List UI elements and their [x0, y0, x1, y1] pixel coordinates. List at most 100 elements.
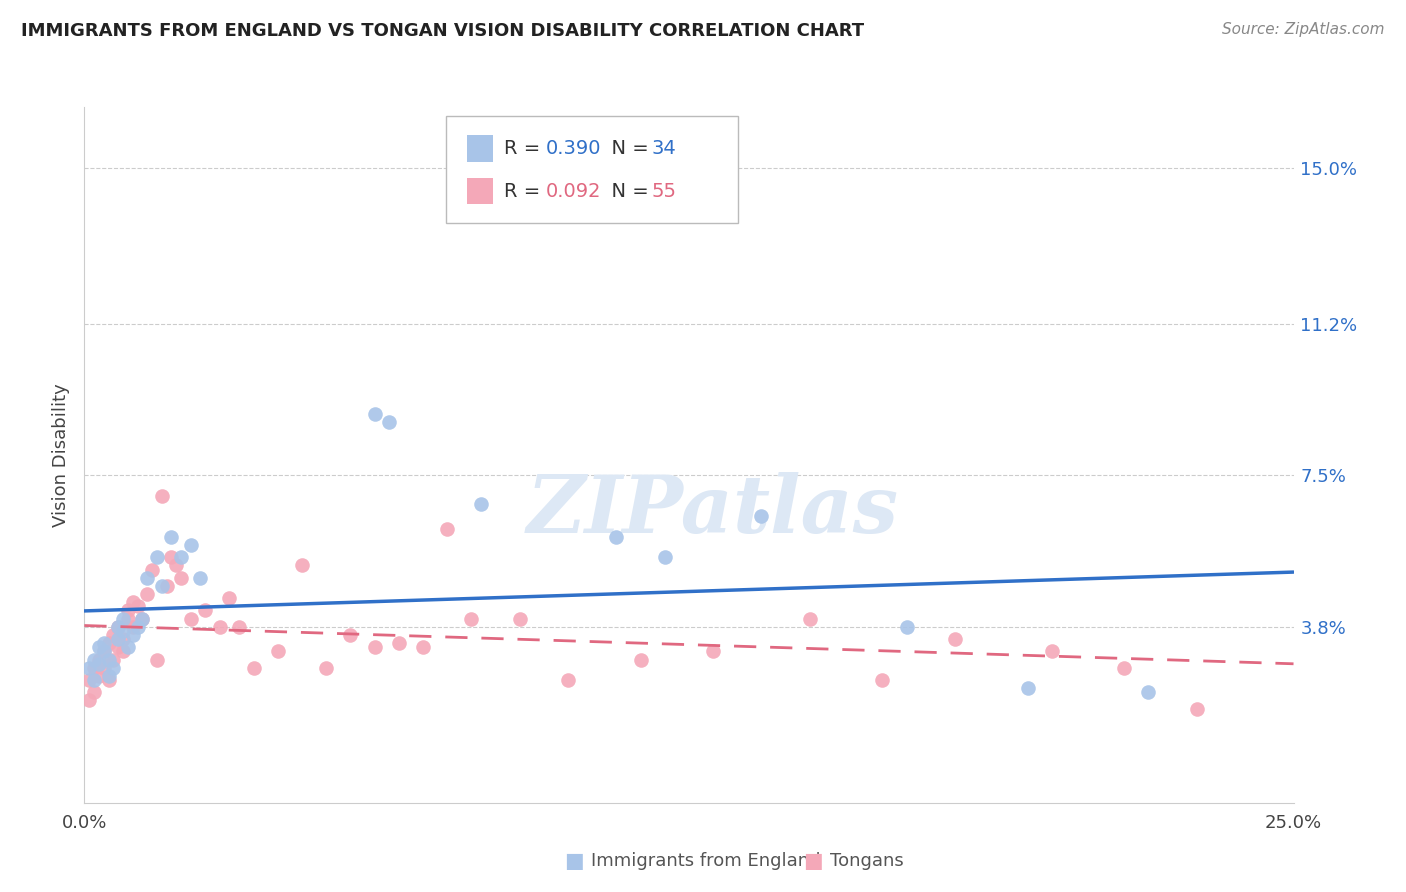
Point [87, 652, 110, 666]
Point [112, 644, 135, 658]
Point [363, 640, 385, 655]
Point [141, 562, 163, 576]
Point [291, 558, 314, 573]
Y-axis label: Vision Disability: Vision Disability [52, 383, 70, 527]
Point [896, 620, 918, 634]
Point [97, 652, 120, 666]
Point [107, 620, 129, 634]
Text: 55: 55 [651, 182, 676, 201]
Point [170, 550, 193, 565]
Point [363, 407, 385, 421]
Text: N =: N = [599, 182, 655, 201]
Point [93, 661, 115, 675]
Point [1137, 685, 1160, 699]
Point [605, 530, 627, 544]
Point [117, 612, 139, 626]
Point [180, 612, 202, 626]
Text: N =: N = [599, 139, 655, 158]
Point [83, 673, 105, 687]
Point [388, 636, 411, 650]
Point [136, 571, 159, 585]
Point [87, 669, 110, 683]
Point [112, 632, 135, 646]
Point [654, 550, 676, 565]
Point [107, 632, 129, 646]
Point [93, 644, 115, 658]
Text: 0.092: 0.092 [546, 182, 602, 201]
Point [242, 661, 264, 675]
Point [1114, 661, 1136, 675]
Point [103, 652, 125, 666]
Point [155, 579, 177, 593]
Point [160, 550, 183, 565]
Point [751, 509, 773, 524]
Point [97, 669, 120, 683]
Point [131, 612, 153, 626]
Point [112, 624, 135, 638]
Point [1017, 681, 1039, 696]
Point [799, 612, 821, 626]
Point [146, 652, 169, 666]
Point [470, 497, 492, 511]
Point [630, 652, 652, 666]
Point [436, 522, 458, 536]
Point [117, 603, 139, 617]
Point [83, 661, 105, 675]
Point [87, 657, 110, 671]
Text: Source: ZipAtlas.com: Source: ZipAtlas.com [1222, 22, 1385, 37]
Point [943, 632, 966, 646]
Point [121, 628, 143, 642]
Text: ■: ■ [803, 851, 823, 871]
Point [460, 612, 482, 626]
Point [77, 693, 100, 707]
Point [103, 628, 125, 642]
Point [170, 571, 193, 585]
Point [77, 661, 100, 675]
Text: Tongans: Tongans [830, 852, 903, 870]
Point [872, 673, 894, 687]
Point [267, 644, 290, 658]
Point [117, 640, 139, 655]
Point [127, 599, 149, 614]
Point [228, 620, 250, 634]
Point [208, 620, 231, 634]
Point [218, 591, 240, 606]
Point [93, 636, 115, 650]
Point [146, 550, 169, 565]
Point [83, 685, 105, 699]
Text: R =: R = [503, 182, 547, 201]
Point [103, 661, 125, 675]
Point [87, 640, 110, 655]
Point [127, 620, 149, 634]
Point [509, 612, 531, 626]
Point [121, 595, 143, 609]
Point [93, 644, 115, 658]
Point [131, 612, 153, 626]
Text: 34: 34 [651, 139, 676, 158]
Text: ZIPatlas: ZIPatlas [527, 472, 900, 549]
Point [121, 620, 143, 634]
Point [150, 579, 173, 593]
Point [97, 673, 120, 687]
Point [315, 661, 337, 675]
Point [107, 620, 129, 634]
Point [190, 571, 212, 585]
Point [1040, 644, 1063, 658]
Point [702, 644, 724, 658]
Point [83, 652, 105, 666]
Point [160, 530, 183, 544]
Text: IMMIGRANTS FROM ENGLAND VS TONGAN VISION DISABILITY CORRELATION CHART: IMMIGRANTS FROM ENGLAND VS TONGAN VISION… [21, 22, 865, 40]
Point [412, 640, 434, 655]
Text: R =: R = [503, 139, 547, 158]
Point [557, 673, 579, 687]
Point [112, 612, 135, 626]
Point [77, 673, 100, 687]
Text: ■: ■ [564, 851, 583, 871]
Point [107, 640, 129, 655]
Point [136, 587, 159, 601]
Point [97, 636, 120, 650]
Text: 0.390: 0.390 [546, 139, 602, 158]
Text: Immigrants from England: Immigrants from England [591, 852, 820, 870]
Point [378, 415, 401, 429]
Point [180, 538, 202, 552]
